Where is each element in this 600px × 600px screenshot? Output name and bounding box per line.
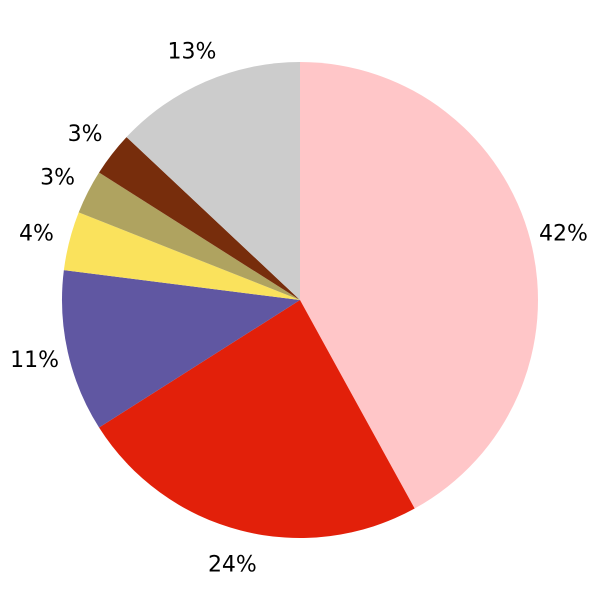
pie-slice-label: 3% <box>40 165 75 190</box>
pie-slice-label: 11% <box>10 348 59 373</box>
pie-slice <box>126 62 300 300</box>
pie-slice <box>78 172 301 300</box>
pie-slice <box>300 62 539 509</box>
pie-slice <box>99 137 300 300</box>
pie-slice-label: 13% <box>168 39 217 64</box>
pie-slice-label: 3% <box>68 122 103 147</box>
pie-slice-label: 4% <box>19 221 54 246</box>
pie-slice <box>62 270 301 428</box>
pie-slice-label: 42% <box>539 221 588 246</box>
pie-slice <box>99 300 415 539</box>
pie-slice <box>63 212 300 300</box>
pie-slice-label: 24% <box>208 552 257 577</box>
